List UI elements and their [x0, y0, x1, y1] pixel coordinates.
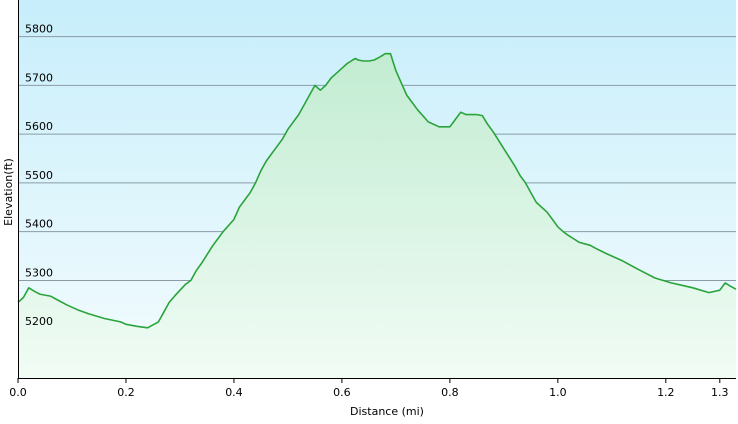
- x-tick-label: 0.0: [9, 386, 27, 399]
- x-tick-label: 1.2: [657, 386, 675, 399]
- x-tick-label: 0.8: [441, 386, 459, 399]
- x-axis-label: Distance (mi): [350, 405, 424, 418]
- y-tick-labels: 5200 5300 5400 5500 5600 5700 5800: [25, 23, 53, 329]
- y-tick-label: 5200: [25, 315, 53, 328]
- x-tick-label: 0.4: [225, 386, 243, 399]
- x-tick-labels: 0.0 0.2 0.4 0.6 0.8 1.0 1.2 1.3: [9, 378, 729, 399]
- y-tick-label: 5800: [25, 23, 53, 36]
- x-tick-label: 0.2: [117, 386, 135, 399]
- y-tick-label: 5400: [25, 218, 53, 231]
- y-axis-label: Elevation(ft): [2, 158, 15, 226]
- y-tick-label: 5700: [25, 71, 53, 84]
- elevation-line: [17, 52, 737, 329]
- x-tick-label: 1.3: [711, 386, 729, 399]
- x-tick-label: 1.0: [549, 386, 567, 399]
- y-tick-label: 5300: [25, 266, 53, 279]
- elevation-area-fill: [18, 53, 736, 378]
- x-tick-label: 0.6: [333, 386, 351, 399]
- y-tick-label: 5500: [25, 169, 53, 182]
- axes: [18, 0, 736, 379]
- y-tick-label: 5600: [25, 120, 53, 133]
